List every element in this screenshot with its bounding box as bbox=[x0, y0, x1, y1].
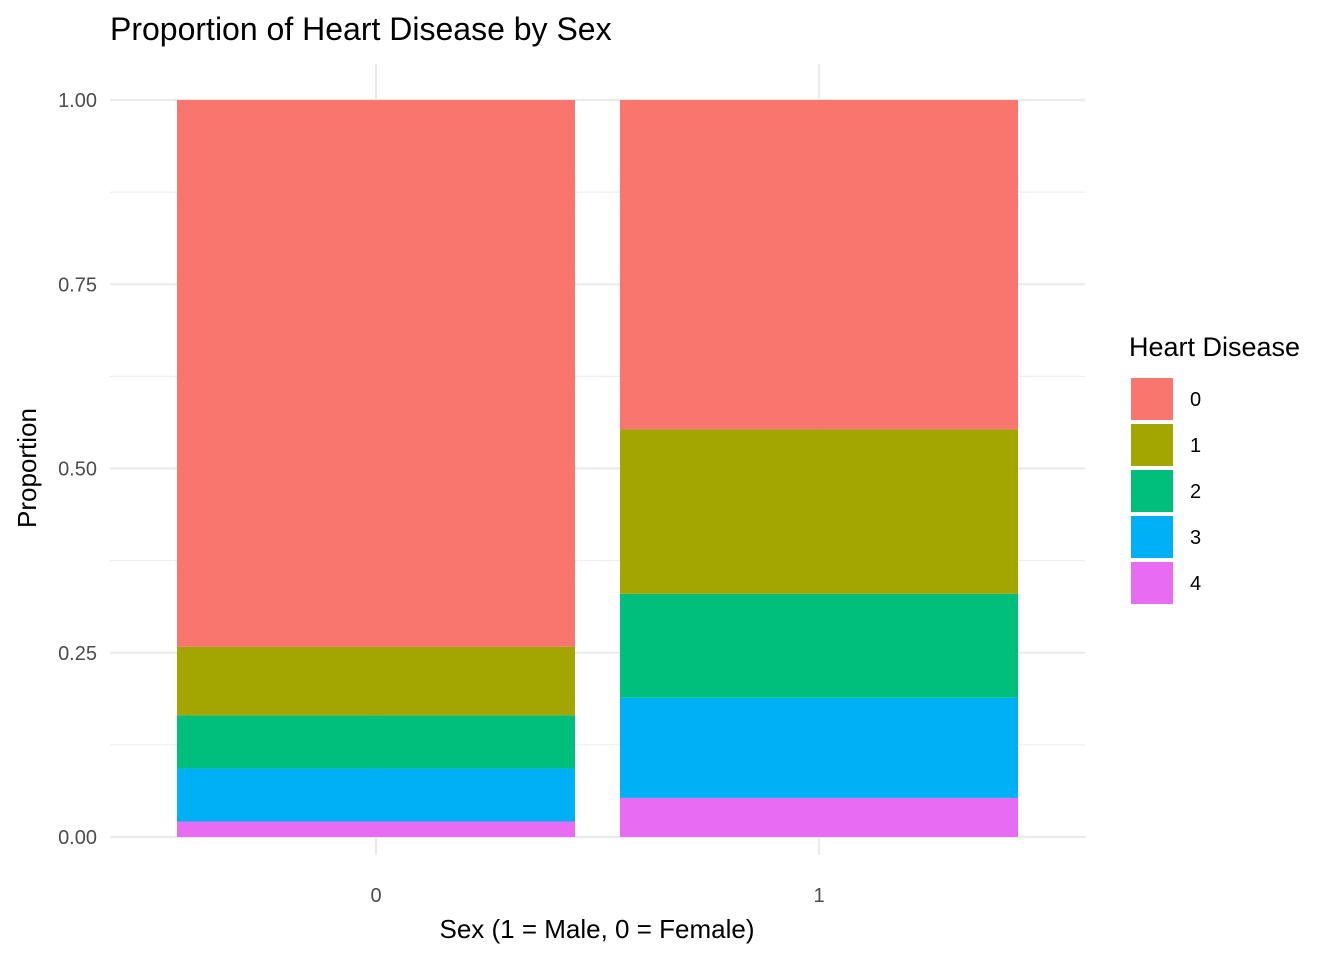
bar-segment-sex-1-hd-4 bbox=[620, 797, 1018, 837]
legend-title: Heart Disease bbox=[1129, 332, 1300, 362]
legend-label-3: 3 bbox=[1190, 527, 1201, 549]
x-tick-label: 1 bbox=[813, 885, 824, 907]
legend-label-1: 1 bbox=[1190, 435, 1201, 457]
legend-key-0 bbox=[1131, 378, 1173, 420]
legend-key-1 bbox=[1131, 424, 1173, 466]
bar-segment-sex-0-hd-3 bbox=[177, 768, 575, 822]
bar-segment-sex-1-hd-0 bbox=[620, 100, 1018, 430]
bar-segment-sex-1-hd-2 bbox=[620, 593, 1018, 698]
legend-key-3 bbox=[1131, 516, 1173, 558]
bar-segment-sex-0-hd-4 bbox=[177, 821, 575, 837]
y-tick-label: 1.00 bbox=[58, 90, 97, 112]
y-axis-ticks: 0.00 0.25 0.50 0.75 1.00 bbox=[58, 90, 97, 849]
chart-title: Proportion of Heart Disease by Sex bbox=[110, 11, 612, 47]
y-axis-title: Proportion bbox=[12, 408, 42, 528]
legend-key-2 bbox=[1131, 470, 1173, 512]
y-tick-label: 0.25 bbox=[58, 643, 97, 665]
legend-key-4 bbox=[1131, 562, 1173, 604]
x-tick-label: 0 bbox=[370, 885, 381, 907]
legend: Heart Disease 0 1 2 3 4 bbox=[1129, 332, 1300, 604]
legend-label-2: 2 bbox=[1190, 481, 1201, 503]
bar-segment-sex-1-hd-3 bbox=[620, 697, 1018, 798]
bars bbox=[177, 100, 1018, 837]
legend-label-0: 0 bbox=[1190, 389, 1201, 411]
bar-segment-sex-0-hd-1 bbox=[177, 646, 575, 716]
y-tick-label: 0.75 bbox=[58, 274, 97, 296]
x-axis-title: Sex (1 = Male, 0 = Female) bbox=[439, 914, 754, 944]
bar-segment-sex-1-hd-1 bbox=[620, 429, 1018, 594]
bar-segment-sex-0-hd-2 bbox=[177, 715, 575, 769]
y-tick-label: 0.50 bbox=[58, 459, 97, 481]
y-tick-label: 0.00 bbox=[58, 827, 97, 849]
bar-segment-sex-0-hd-0 bbox=[177, 100, 575, 647]
legend-label-4: 4 bbox=[1190, 573, 1201, 595]
